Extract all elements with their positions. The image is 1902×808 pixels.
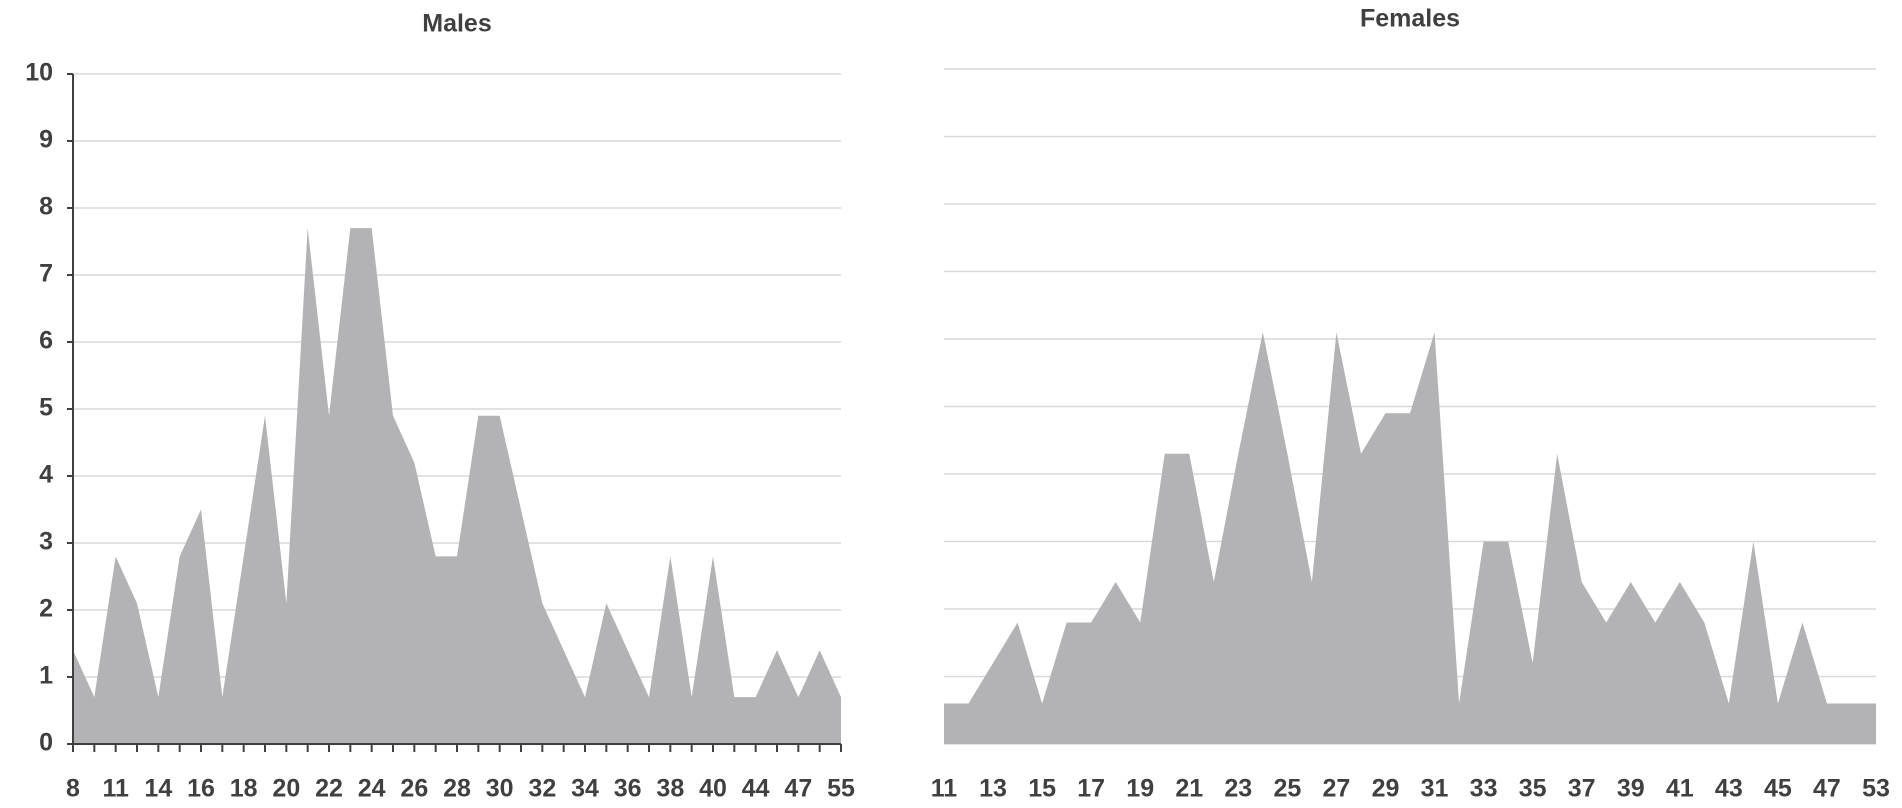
x-tick-label: 30 — [486, 775, 514, 803]
x-tick-label: 8 — [66, 775, 80, 803]
x-tick-label: 27 — [1323, 775, 1351, 803]
x-tick-label: 22 — [315, 775, 343, 803]
x-tick-label: 11 — [102, 775, 129, 803]
y-tick-label: 4 — [39, 461, 53, 489]
x-tick-label: 38 — [656, 775, 684, 803]
x-tick-label: 39 — [1617, 775, 1645, 803]
x-tick-label: 31 — [1421, 775, 1449, 803]
x-tick-label: 26 — [400, 775, 428, 803]
x-tick-label: 29 — [1372, 775, 1400, 803]
x-tick-label: 32 — [528, 775, 556, 803]
y-tick-label: 8 — [39, 193, 53, 221]
x-tick-label: 43 — [1715, 775, 1743, 803]
y-tick-label: 3 — [39, 528, 53, 556]
x-tick-label: 28 — [443, 775, 471, 803]
x-tick-label: 21 — [1175, 775, 1203, 803]
x-tick-label: 25 — [1273, 775, 1301, 803]
x-tick-label: 19 — [1126, 775, 1154, 803]
y-tick-label: 1 — [39, 662, 53, 690]
y-tick-label: 9 — [39, 126, 53, 154]
x-tick-label: 33 — [1470, 775, 1498, 803]
x-tick-label: 44 — [742, 775, 770, 803]
x-tick-label: 55 — [827, 775, 855, 803]
x-tick-label: 47 — [784, 775, 812, 803]
chart-title: Females — [1360, 5, 1460, 33]
x-tick-label: 15 — [1028, 775, 1056, 803]
x-tick-label: 47 — [1813, 775, 1841, 803]
y-tick-label: 0 — [39, 729, 53, 757]
area — [73, 228, 841, 745]
y-tick-label: 5 — [39, 394, 53, 422]
x-tick-label: 16 — [187, 775, 215, 803]
x-tick-label: 18 — [230, 775, 258, 803]
x-tick-label: 23 — [1224, 775, 1252, 803]
x-tick-label: 20 — [272, 775, 300, 803]
x-tick-label: 53 — [1862, 775, 1890, 803]
x-tick-label: 45 — [1764, 775, 1792, 803]
x-tick-label: 13 — [979, 775, 1007, 803]
x-tick-label: 41 — [1666, 775, 1694, 803]
y-tick-label: 2 — [39, 595, 53, 623]
x-tick-label: 34 — [571, 775, 599, 803]
x-tick-label: 37 — [1568, 775, 1596, 803]
x-tick-label: 14 — [144, 775, 172, 803]
y-tick-label: 10 — [25, 59, 53, 87]
chart-title: Males — [422, 10, 491, 38]
x-tick-label: 11 — [931, 775, 958, 803]
area — [944, 332, 1876, 744]
x-tick-label: 24 — [358, 775, 386, 803]
x-tick-label: 35 — [1519, 775, 1547, 803]
x-tick-label: 40 — [699, 775, 727, 803]
x-tick-label: 17 — [1077, 775, 1105, 803]
y-tick-label: 7 — [39, 260, 53, 288]
y-tick-label: 6 — [39, 327, 53, 355]
x-tick-label: 36 — [614, 775, 642, 803]
